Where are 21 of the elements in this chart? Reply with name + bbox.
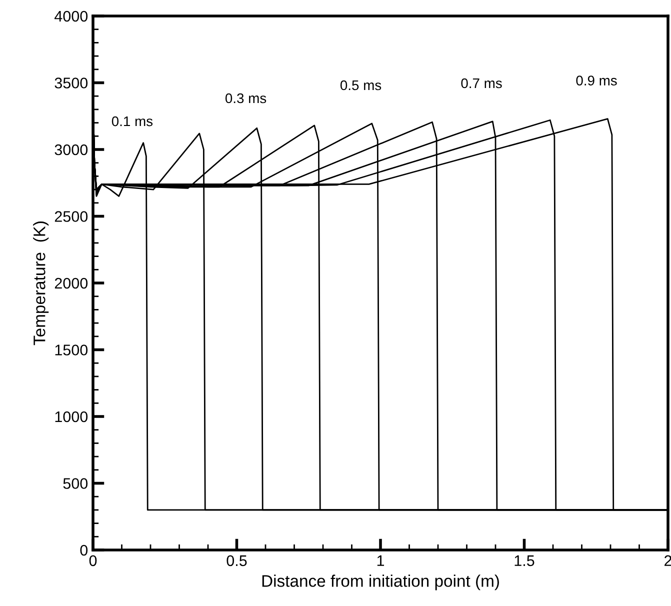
y-tick-label: 0	[80, 544, 88, 556]
y-tick-label: 3500	[54, 78, 88, 88]
y-tick-label: 3000	[54, 144, 88, 156]
x-axis-title: Distance from initiation point (m)	[262, 574, 499, 590]
x-tick-label: 1	[377, 555, 384, 566]
annotation: 0.7 ms	[461, 78, 502, 88]
annotation: 0.5 ms	[340, 80, 382, 90]
y-tick-label: 500	[63, 478, 88, 489]
x-tick-label: 0	[89, 555, 97, 566]
annotation: 0.3 ms	[225, 93, 266, 104]
y-tick-label: 2000	[54, 278, 88, 289]
x-tick-label: 0.5	[226, 555, 247, 566]
y-tick-label: 2500	[54, 211, 88, 222]
y-tick-label: 1000	[55, 411, 88, 422]
annotation: 0.9 ms	[576, 76, 617, 86]
y-tick-label: 1500	[55, 344, 88, 356]
y-tick-label: 4000	[54, 10, 88, 22]
x-tick-label: 2	[664, 555, 671, 566]
y-axis-title: Temperature (K)	[33, 222, 49, 346]
annotation: 0.1 ms	[112, 116, 153, 126]
x-tick-label: 1.5	[514, 555, 534, 566]
